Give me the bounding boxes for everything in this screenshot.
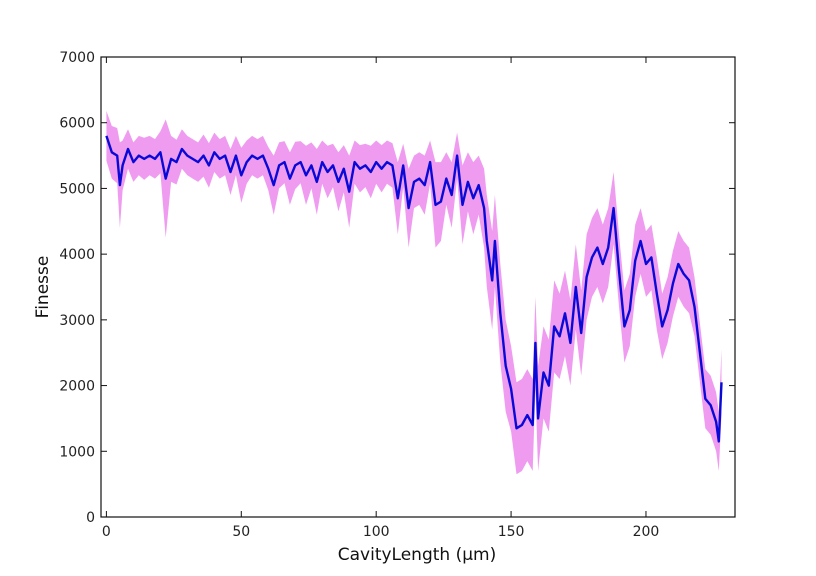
y-tick-label-6000: 6000	[59, 116, 95, 132]
x-axis-label: CavityLength (µm)	[338, 545, 496, 565]
y-tick-label-5000: 5000	[59, 181, 95, 197]
x-tick-label-200: 200	[633, 524, 660, 540]
x-tick-label-100: 100	[363, 524, 390, 540]
y-tick-label-3000: 3000	[59, 313, 95, 329]
uncertainty-band	[106, 110, 722, 475]
y-tick-label-0: 0	[86, 510, 95, 526]
y-axis-label: Finesse	[33, 256, 53, 319]
y-tick-label-4000: 4000	[59, 247, 95, 263]
plot-frame	[100, 56, 736, 518]
x-tick-label-150: 150	[498, 524, 525, 540]
y-tick-label-1000: 1000	[59, 444, 95, 460]
confidence-band-layer	[106, 110, 722, 475]
x-tick-label-0: 0	[102, 524, 111, 540]
x-tick-label-50: 50	[232, 524, 250, 540]
y-tick-label-2000: 2000	[59, 379, 95, 395]
y-tick-label-7000: 7000	[59, 50, 95, 66]
series-line-layer	[105, 135, 723, 443]
tick-layer: 0 50 100 150 2000100020003000400050006000700…	[59, 50, 735, 540]
finesse-series-line	[105, 135, 723, 443]
